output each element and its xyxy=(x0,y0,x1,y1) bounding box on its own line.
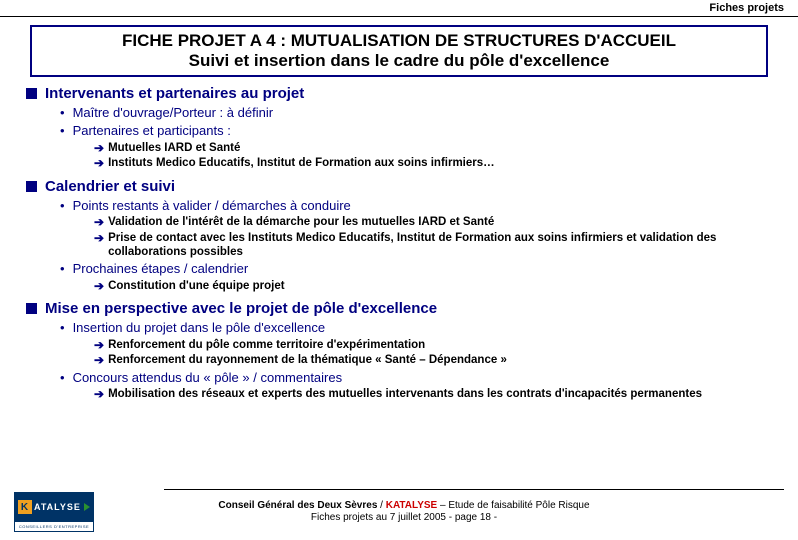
arrow-icon: ➔ xyxy=(94,279,104,295)
logo-text: ATALYSE xyxy=(34,502,81,512)
footer-org: Conseil Général des Deux Sèvres xyxy=(218,500,377,511)
logo-subtitle: CONSEILLERS D'ENTREPRISE xyxy=(15,522,93,532)
list-item: • Partenaires et participants : xyxy=(60,122,772,140)
logo-triangle-icon xyxy=(84,503,90,511)
arrow-text: Mutuelles IARD et Santé xyxy=(108,141,240,157)
arrow-item: ➔Prise de contact avec les Instituts Med… xyxy=(94,231,772,261)
footer-study: – Etude de faisabilité Pôle Risque xyxy=(437,500,589,511)
list-item: • Prochaines étapes / calendrier xyxy=(60,260,772,278)
section-title: Intervenants et partenaires au projet xyxy=(45,85,304,102)
arrow-item: ➔Renforcement du rayonnement de la théma… xyxy=(94,353,772,369)
title-box: FICHE PROJET A 4 : MUTUALISATION DE STRU… xyxy=(30,25,768,77)
dot-icon: • xyxy=(60,198,65,214)
arrow-icon: ➔ xyxy=(94,141,104,157)
list-text: Maître d'ouvrage/Porteur : à définir xyxy=(73,105,273,121)
section-perspective: Mise en perspective avec le projet de pô… xyxy=(26,300,772,402)
arrow-text: Mobilisation des réseaux et experts des … xyxy=(108,387,702,403)
list-text: Partenaires et participants : xyxy=(73,123,231,139)
arrow-item: ➔Instituts Medico Educatifs, Institut de… xyxy=(94,156,772,172)
square-bullet-icon xyxy=(26,181,37,192)
arrow-icon: ➔ xyxy=(94,231,104,261)
dot-icon: • xyxy=(60,261,65,277)
arrow-icon: ➔ xyxy=(94,353,104,369)
arrow-icon: ➔ xyxy=(94,156,104,172)
section-intervenants: Intervenants et partenaires au projet • M… xyxy=(26,85,772,172)
list-item: • Insertion du projet dans le pôle d'exce… xyxy=(60,319,772,337)
footer: KATALYSE CONSEILLERS D'ENTREPRISE Consei… xyxy=(0,489,798,532)
list-text: Points restants à valider / démarches à … xyxy=(73,198,351,214)
arrow-item: ➔Validation de l'intérêt de la démarche … xyxy=(94,215,772,231)
section-calendrier: Calendrier et suivi • Points restants à v… xyxy=(26,178,772,295)
list-item: • Points restants à valider / démarches à… xyxy=(60,197,772,215)
footer-sep: / xyxy=(377,500,385,511)
logo-k-icon: K xyxy=(18,500,32,514)
footer-page: Fiches projets au 7 juillet 2005 - page … xyxy=(104,512,704,524)
arrow-icon: ➔ xyxy=(94,338,104,354)
title-line-1: FICHE PROJET A 4 : MUTUALISATION DE STRU… xyxy=(42,31,756,51)
arrow-item: ➔Renforcement du pôle comme territoire d… xyxy=(94,338,772,354)
arrow-item: ➔Mobilisation des réseaux et experts des… xyxy=(94,387,772,403)
arrow-text: Instituts Medico Educatifs, Institut de … xyxy=(108,156,495,172)
list-item: • Maître d'ouvrage/Porteur : à définir xyxy=(60,104,772,122)
list-text: Prochaines étapes / calendrier xyxy=(73,261,249,277)
footer-divider xyxy=(164,489,784,490)
arrow-text: Renforcement du rayonnement de la thémat… xyxy=(108,353,507,369)
dot-icon: • xyxy=(60,370,65,386)
title-line-2: Suivi et insertion dans le cadre du pôle… xyxy=(42,51,756,71)
dot-icon: • xyxy=(60,320,65,336)
dot-icon: • xyxy=(60,123,65,139)
arrow-item: ➔Mutuelles IARD et Santé xyxy=(94,141,772,157)
list-text: Insertion du projet dans le pôle d'excel… xyxy=(73,320,326,336)
square-bullet-icon xyxy=(26,303,37,314)
header-breadcrumb: Fiches projets xyxy=(0,0,798,17)
arrow-text: Prise de contact avec les Instituts Medi… xyxy=(108,231,742,261)
katalyse-logo: KATALYSE CONSEILLERS D'ENTREPRISE xyxy=(14,492,94,532)
footer-katalyse: KATALYSE xyxy=(386,500,438,511)
list-text: Concours attendus du « pôle » / commenta… xyxy=(73,370,343,386)
section-title: Mise en perspective avec le projet de pô… xyxy=(45,300,437,317)
dot-icon: • xyxy=(60,105,65,121)
arrow-text: Validation de l'intérêt de la démarche p… xyxy=(108,215,494,231)
list-item: • Concours attendus du « pôle » / comment… xyxy=(60,369,772,387)
arrow-item: ➔Constitution d'une équipe projet xyxy=(94,279,772,295)
section-title: Calendrier et suivi xyxy=(45,178,175,195)
arrow-text: Renforcement du pôle comme territoire d'… xyxy=(108,338,425,354)
arrow-icon: ➔ xyxy=(94,387,104,403)
arrow-text: Constitution d'une équipe projet xyxy=(108,279,285,295)
content-area: Intervenants et partenaires au projet • M… xyxy=(0,85,798,403)
square-bullet-icon xyxy=(26,88,37,99)
arrow-icon: ➔ xyxy=(94,215,104,231)
footer-text: Conseil Général des Deux Sèvres / KATALY… xyxy=(104,500,784,524)
